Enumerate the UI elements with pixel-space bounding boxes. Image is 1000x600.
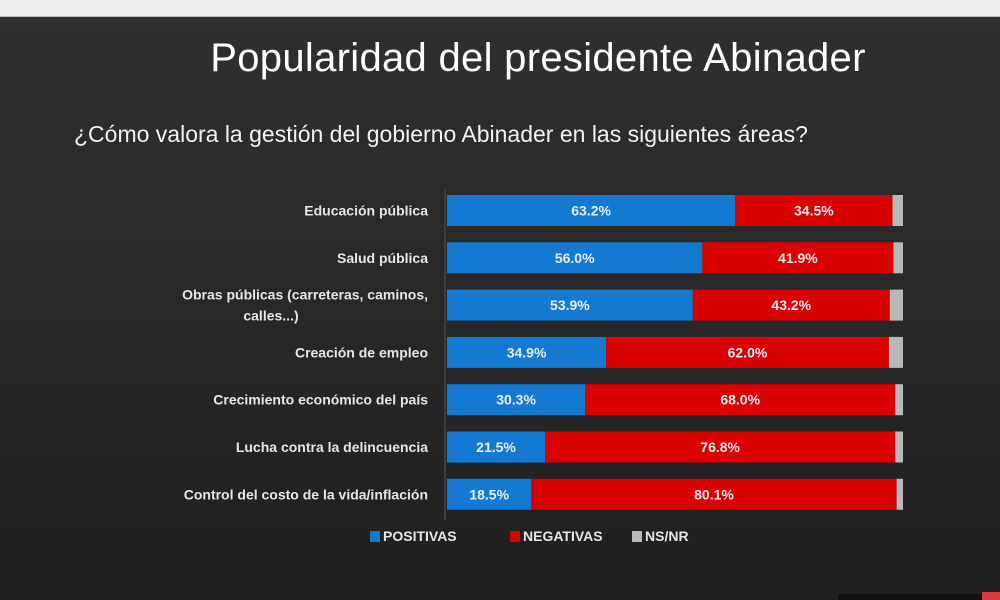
bar-segment-positivas (447, 478, 532, 510)
bar-segment-negativas (585, 384, 896, 416)
data-label: 43.2% (771, 297, 811, 313)
bar-segment-negativas (702, 242, 894, 274)
data-label: 68.0% (720, 392, 760, 408)
legend-swatch (510, 531, 520, 542)
bar-segment-negativas (606, 336, 889, 368)
bar-segment-negativas (692, 289, 890, 321)
bar-segment-nsnr (889, 289, 903, 321)
data-label: 62.0% (728, 344, 768, 360)
data-label: 53.9% (550, 297, 590, 313)
data-label: 63.2% (571, 203, 611, 219)
bar-segment-positivas (447, 289, 693, 321)
legend-label: POSITIVAS (383, 528, 457, 544)
bar-segment-negativas (531, 478, 897, 510)
data-label: 80.1% (694, 486, 734, 502)
data-label: 30.3% (496, 392, 536, 408)
category-label: Crecimiento económico del país (213, 392, 428, 408)
category-label: calles...) (243, 308, 298, 324)
bar-segment-positivas (447, 431, 546, 463)
data-label: 18.5% (469, 486, 509, 502)
browser-top-strip (0, 0, 1000, 17)
data-label: 34.5% (794, 203, 834, 219)
legend-label: NEGATIVAS (523, 528, 603, 544)
bar-segment-negativas (545, 431, 896, 463)
category-label: Control del costo de la vida/inflación (184, 486, 428, 502)
bar-segment-nsnr (892, 195, 903, 226)
chart-title: Popularidad del presidente Abinader (210, 36, 866, 80)
category-label: Lucha contra la delincuencia (236, 439, 428, 455)
bar-segment-positivas (447, 242, 703, 274)
bar-segment-negativas (735, 195, 893, 226)
bar-segment-nsnr (895, 384, 903, 416)
data-label: 34.9% (507, 344, 547, 360)
data-label: 56.0% (555, 250, 595, 266)
bar-segment-positivas (447, 336, 607, 368)
corner-red-mark (982, 592, 1000, 600)
bar-segment-positivas (447, 384, 586, 416)
chart-subtitle: ¿Cómo valora la gestión del gobierno Abi… (74, 121, 808, 147)
bar-segment-nsnr (893, 242, 903, 274)
bar-segment-nsnr (896, 478, 903, 510)
category-label: Creación de empleo (295, 344, 428, 360)
data-label: 41.9% (778, 250, 818, 266)
data-label: 76.8% (700, 439, 740, 455)
legend-swatch (632, 531, 642, 542)
bar-segment-positivas (447, 195, 736, 226)
category-label: Educación pública (304, 203, 428, 219)
corner-overlay (838, 594, 993, 600)
category-label: Obras públicas (carreteras, caminos, (182, 287, 428, 303)
category-label: Salud pública (337, 250, 428, 266)
bar-segment-nsnr (895, 431, 903, 463)
legend-swatch (370, 531, 380, 542)
legend-label: NS/NR (645, 528, 689, 544)
bar-segment-nsnr (888, 336, 903, 368)
data-label: 21.5% (476, 439, 516, 455)
